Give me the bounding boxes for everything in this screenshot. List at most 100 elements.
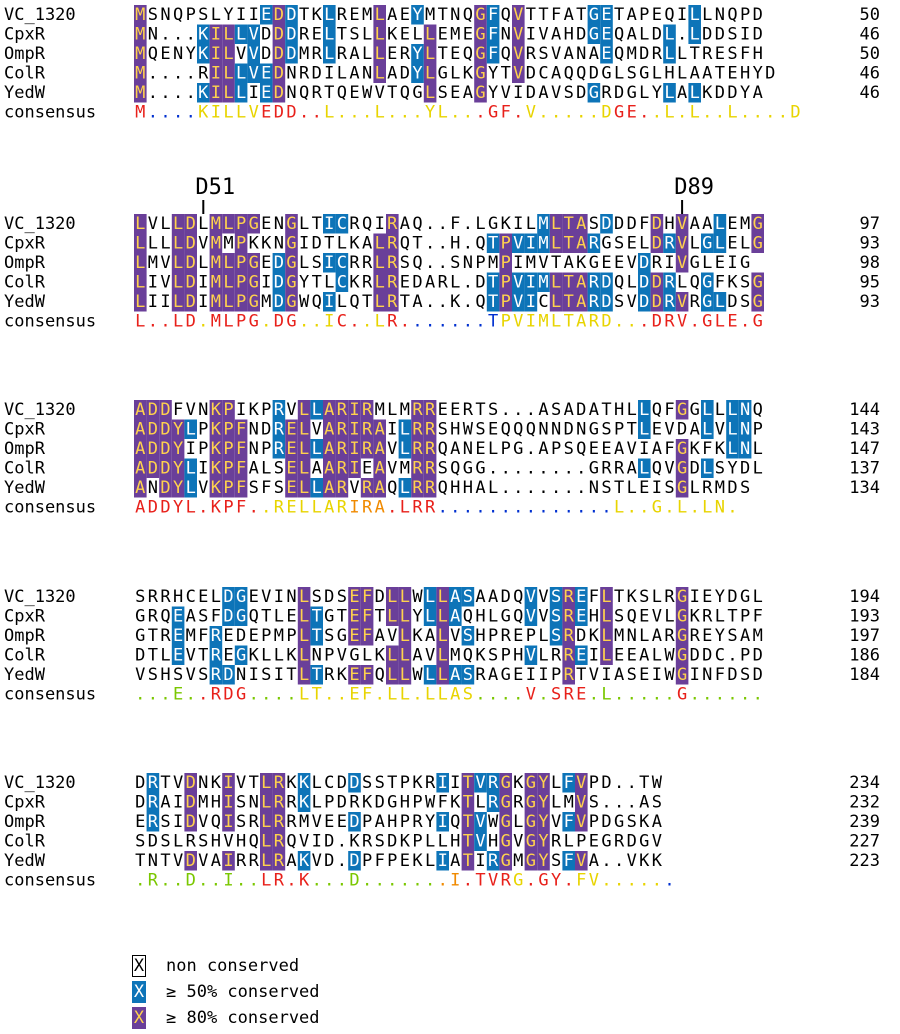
residue: Q — [412, 253, 422, 273]
residue: A — [564, 44, 574, 64]
residue: R — [299, 25, 310, 45]
residue: E — [601, 253, 611, 273]
residue: T — [387, 773, 397, 793]
residue: A — [576, 234, 586, 254]
residue: Q — [652, 400, 662, 420]
residue: L — [299, 400, 309, 420]
residue: T — [412, 234, 422, 254]
conservation-cell — [323, 478, 336, 498]
conservation-cell — [436, 606, 449, 626]
residue: L — [475, 214, 485, 234]
residue: K — [387, 25, 398, 45]
conservation-cell — [411, 439, 424, 459]
consensus-residue: A — [375, 498, 385, 518]
residue: L — [400, 439, 410, 459]
residue: H — [450, 234, 460, 254]
residue: R — [274, 851, 285, 871]
residue: L — [425, 83, 435, 103]
conservation-cell — [146, 400, 160, 420]
residue: L — [488, 607, 498, 627]
residue: L — [538, 646, 548, 666]
consensus-residue: . — [639, 498, 649, 518]
conservation-cell — [537, 792, 550, 812]
residue: Q — [438, 439, 448, 459]
residue: . — [337, 832, 347, 852]
conservation-cell — [360, 587, 374, 607]
consensus-residue: V — [488, 871, 498, 891]
consensus-residue: . — [727, 685, 737, 705]
residue: Q — [173, 5, 183, 25]
conservation-cell — [171, 606, 185, 626]
residue: M — [135, 44, 145, 64]
residue: K — [450, 292, 461, 312]
residue: G — [753, 214, 763, 234]
residue: T — [337, 607, 347, 627]
consensus-residue: R — [148, 871, 159, 891]
residue: A — [475, 478, 485, 498]
residue: A — [211, 851, 221, 871]
conservation-cell — [247, 292, 260, 312]
conservation-cell — [360, 665, 374, 685]
conservation-cell — [134, 478, 147, 498]
consensus-residue: . — [412, 685, 422, 705]
residue: S — [198, 832, 208, 852]
residue: N — [740, 400, 750, 420]
residue: . — [160, 25, 170, 45]
residue: I — [538, 665, 548, 685]
residue: R — [148, 812, 159, 832]
residue: G — [601, 64, 611, 84]
residue: D — [186, 812, 196, 832]
residue: F — [362, 665, 372, 685]
conservation-cell — [562, 626, 575, 646]
conservation-cell — [184, 478, 197, 498]
conservation-cell — [537, 214, 550, 234]
conservation-cell — [499, 831, 512, 851]
residue: G — [349, 646, 359, 666]
conservation-cell — [423, 606, 437, 626]
residue: Q — [627, 607, 637, 627]
conservation-cell — [260, 773, 273, 793]
residue: T — [312, 665, 322, 685]
residue: D — [639, 44, 649, 64]
residue: S — [438, 83, 448, 103]
residue: E — [601, 44, 611, 64]
residue: S — [589, 793, 599, 813]
residue: N — [740, 420, 750, 440]
residue: S — [324, 626, 334, 646]
conservation-cell — [297, 792, 311, 812]
residue: D — [564, 420, 574, 440]
consensus-residue: . — [740, 103, 750, 123]
residue: R — [551, 646, 562, 666]
residue: Y — [538, 812, 548, 832]
residue: L — [740, 234, 750, 254]
conservation-cell — [688, 83, 701, 103]
residue: E — [173, 607, 183, 627]
consensus-residue: G — [286, 312, 296, 332]
conservation-cell — [499, 812, 512, 832]
consensus-residue: . — [299, 312, 309, 332]
residue: E — [349, 5, 359, 25]
conservation-cell — [134, 24, 147, 44]
residue: N — [463, 439, 473, 459]
conservation-cell — [297, 478, 311, 498]
residue: V — [652, 607, 662, 627]
residue: L — [223, 25, 233, 45]
residue: F — [753, 607, 763, 627]
residue: M — [211, 214, 221, 234]
conservation-cell — [461, 587, 475, 607]
residue: V — [450, 626, 460, 646]
residue: L — [551, 273, 561, 293]
residue: G — [286, 214, 296, 234]
consensus-residue: L — [236, 103, 246, 123]
residue: E — [715, 253, 725, 273]
residue: L — [261, 646, 271, 666]
residue: L — [375, 5, 385, 25]
conservation-cell — [486, 292, 500, 312]
residue: V — [312, 851, 322, 871]
consensus-residue: . — [589, 103, 599, 123]
conservation-cell — [171, 419, 185, 439]
residue: V — [664, 420, 674, 440]
conservation-cell — [461, 773, 475, 793]
sequence-position: 97 — [860, 214, 880, 234]
consensus-residue: . — [261, 498, 271, 518]
